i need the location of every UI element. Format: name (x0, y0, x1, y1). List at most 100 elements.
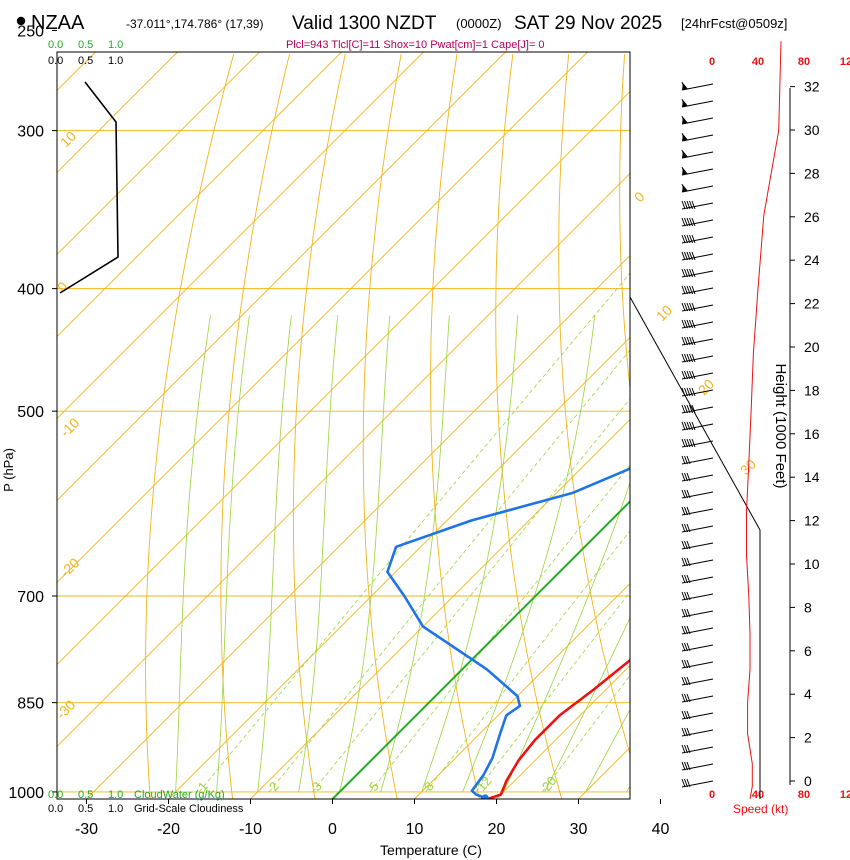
moist-adiabat (503, 481, 630, 793)
wind-barb (681, 98, 714, 108)
speed-tick-bottom: 0 (709, 789, 715, 801)
wind-barb-feather (681, 353, 686, 363)
wind-barb (681, 744, 714, 754)
wind-barb (681, 472, 714, 482)
wind-barb-feather (684, 455, 688, 465)
wind-barb-feather (686, 710, 691, 720)
isotherm-line (57, 90, 630, 666)
wind-barb-feather (684, 744, 688, 754)
wind-barb (681, 387, 714, 397)
pressure-tick-label: 850 (17, 696, 44, 713)
pressure-tick-label: 300 (17, 124, 44, 141)
speed-tick-top: 0 (709, 56, 715, 68)
wind-barb-feather (681, 302, 686, 312)
pressure-ticks: 250 300 400 500 700 850 1000 (8, 23, 57, 802)
station-dot-icon (16, 16, 26, 26)
wind-barb-feather (684, 285, 688, 295)
wind-barb (681, 693, 714, 703)
wind-barb-feather (691, 387, 696, 397)
wind-barb-feather (689, 336, 693, 346)
cloudiness-tick-bottom: 1.0 (108, 803, 123, 815)
mixing-ratio-line (425, 530, 630, 793)
wind-barb-feather (684, 778, 688, 788)
cloudiness-line (331, 500, 630, 799)
wind-barb-feather (684, 710, 688, 720)
wind-barb-feather (686, 778, 691, 788)
wind-barb-feather (681, 404, 686, 414)
wind-barb-feather (691, 370, 696, 380)
wind-barb-feather (681, 557, 686, 567)
sounding-traces (59, 81, 630, 799)
isotherm-line (57, 52, 260, 256)
moist-adiabat (216, 315, 250, 792)
wind-barb-feather (686, 200, 691, 210)
height-tick-label: 18 (804, 382, 820, 398)
wind-barb-feather (686, 404, 691, 414)
cloud-ticks: 0.0 0.0 0.5 0.5 1.0 1.0 0.0 0.0 0.5 0.5 1.0 1.0 (48, 39, 123, 815)
wind-barb-feather (686, 302, 691, 312)
wind-barb-feather (691, 421, 696, 431)
wind-barb-feather (684, 761, 688, 771)
wind-barb-feather (686, 421, 691, 431)
mixing-ratio-line (268, 349, 630, 793)
wind-barb (681, 234, 714, 244)
wind-barb-feather (681, 523, 686, 533)
wind-barb (681, 217, 714, 227)
pressure-tick-label: 400 (17, 282, 44, 299)
cloudiness-tick-top: 0.5 (78, 55, 93, 67)
wind-barb (681, 404, 714, 414)
isotherm-label: 10 (653, 302, 675, 324)
wind-barb-feather (684, 659, 688, 669)
pressure-tick-label: 500 (17, 404, 44, 421)
height-tick-label: 30 (804, 122, 820, 138)
wind-barb-feather (681, 676, 686, 686)
wind-barb-feather (689, 353, 693, 363)
wind-barb-feather (684, 404, 688, 414)
wind-barb-feather (684, 200, 688, 210)
pressure-tick-label: 250 (17, 23, 44, 40)
wind-barb-feather (686, 744, 691, 754)
wind-barb-feather (689, 421, 693, 431)
temperature-tick-label: 20 (488, 821, 506, 838)
wind-barb-feather (686, 761, 691, 771)
wind-barb (681, 268, 714, 278)
surface-boundary-line (629, 296, 761, 799)
cloud-water-line (59, 81, 119, 294)
wind-barb-feather (689, 234, 693, 244)
wind-barb-feather (686, 540, 691, 550)
dry-adiabat (292, 54, 346, 799)
isotherm-label: 0 (631, 188, 648, 205)
wind-barb-feather (689, 387, 693, 397)
wind-barb-feather (689, 404, 693, 414)
isotherm-label: -10 (57, 414, 83, 440)
wind-barb-feather (686, 489, 691, 499)
wind-barb-feather (684, 489, 688, 499)
sounding-indices: Plcl=943 Tlcl[C]=11 Shox=10 Pwat[cm]=1 C… (286, 39, 545, 51)
wind-barb-feather (684, 676, 688, 686)
wind-barb-feather (689, 319, 693, 329)
wind-barb (681, 778, 714, 788)
utc-time: (0000Z) (456, 16, 502, 31)
wind-barb-feather (681, 387, 686, 397)
moist-adiabat (421, 315, 519, 793)
wind-barb-feather (689, 217, 693, 227)
height-tick-label: 8 (804, 599, 812, 615)
wind-barb-feather (689, 268, 693, 278)
wind-barb-feather (681, 489, 686, 499)
wind-barb-feather (684, 472, 688, 482)
station-location: -37.011°,174.786° (17,39) (126, 17, 263, 31)
wind-barb (681, 81, 714, 91)
wind-barb-feather (684, 234, 688, 244)
wind-barb (681, 625, 714, 635)
height-tick-label: 12 (804, 513, 820, 529)
wind-barb-feather (681, 200, 686, 210)
wind-barb-feather (689, 200, 693, 210)
wind-barb-pennant (682, 151, 688, 158)
wind-barb (681, 659, 714, 669)
wind-barb-feather (686, 693, 691, 703)
wind-barb-feather (686, 353, 691, 363)
wind-barb-pennant (682, 134, 688, 141)
cloud-water-tick-top: 1.0 (108, 39, 123, 51)
wind-barb-feather (681, 591, 686, 601)
